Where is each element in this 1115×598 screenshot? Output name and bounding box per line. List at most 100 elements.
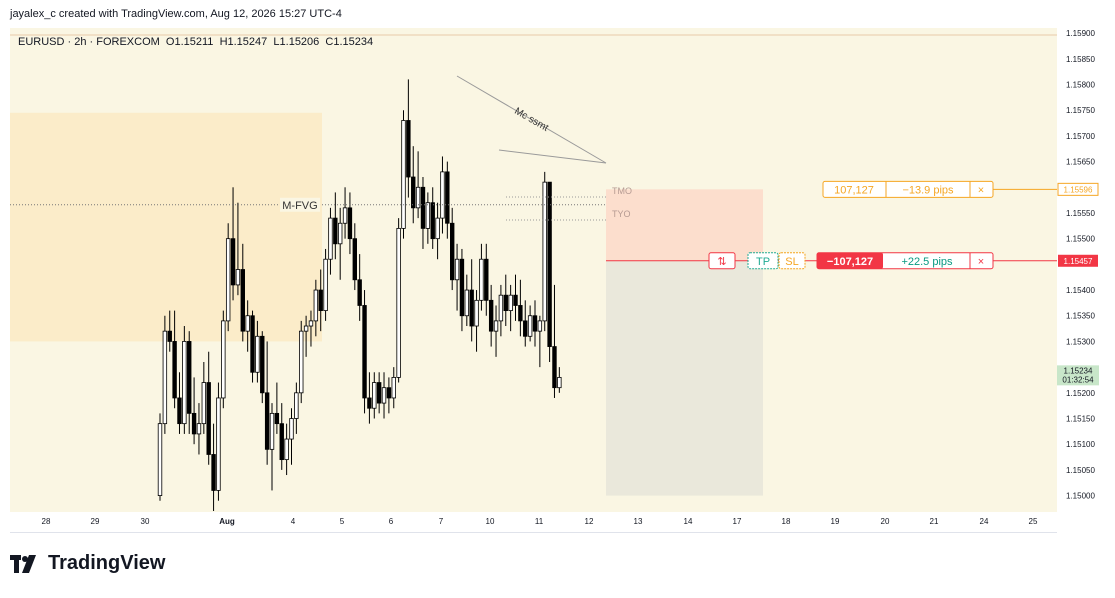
candle[interactable] xyxy=(474,290,479,352)
candle[interactable] xyxy=(440,156,445,234)
candle[interactable] xyxy=(411,146,416,224)
candle[interactable] xyxy=(294,382,299,434)
candle[interactable] xyxy=(430,187,435,249)
candle[interactable] xyxy=(513,274,518,321)
candle[interactable] xyxy=(469,259,474,342)
candle[interactable] xyxy=(435,202,440,260)
candle[interactable] xyxy=(401,110,406,239)
candle[interactable] xyxy=(206,351,211,465)
candle[interactable] xyxy=(518,279,523,337)
candle[interactable] xyxy=(221,310,226,409)
candle[interactable] xyxy=(342,187,348,239)
candle[interactable] xyxy=(381,372,387,419)
sl-button[interactable] xyxy=(778,252,806,270)
candle[interactable] xyxy=(464,274,470,327)
candle[interactable] xyxy=(250,310,255,383)
candle[interactable] xyxy=(216,382,221,501)
candle[interactable] xyxy=(459,248,465,332)
candle[interactable] xyxy=(367,372,372,424)
candle[interactable] xyxy=(162,315,168,434)
candle[interactable] xyxy=(167,310,172,352)
reverse-button[interactable] xyxy=(708,252,736,270)
candle[interactable] xyxy=(318,269,323,332)
candle[interactable] xyxy=(182,326,187,434)
tp-price-tag[interactable] xyxy=(1057,182,1099,196)
candle[interactable] xyxy=(484,243,489,316)
candle[interactable] xyxy=(357,254,362,321)
candle[interactable] xyxy=(187,331,192,434)
candle[interactable] xyxy=(347,192,353,255)
fvg-zone[interactable] xyxy=(10,112,322,342)
candle[interactable] xyxy=(240,243,245,342)
sl-close-icon[interactable]: × xyxy=(978,256,984,268)
candle[interactable] xyxy=(420,177,426,249)
candle[interactable] xyxy=(235,202,241,296)
candle[interactable] xyxy=(386,377,392,414)
candle[interactable] xyxy=(552,284,557,398)
candle[interactable] xyxy=(488,284,494,347)
candle[interactable] xyxy=(537,315,543,368)
candle[interactable] xyxy=(508,284,513,332)
candle[interactable] xyxy=(299,320,304,404)
symbol-name[interactable]: EURUSD · 2h · FOREXCOM xyxy=(18,36,160,48)
candle[interactable] xyxy=(425,192,431,244)
take-profit-zone[interactable] xyxy=(606,260,763,496)
candle[interactable] xyxy=(284,423,289,476)
candle[interactable] xyxy=(264,341,270,465)
candle[interactable] xyxy=(352,223,357,291)
tp-close-icon[interactable]: × xyxy=(978,184,984,196)
candle[interactable] xyxy=(498,284,504,337)
candle[interactable] xyxy=(527,305,533,342)
tp-button-label[interactable]: TP xyxy=(756,256,770,268)
candle[interactable] xyxy=(376,372,382,414)
sl-button-label[interactable]: SL xyxy=(785,256,798,268)
candle[interactable] xyxy=(557,367,562,393)
candle[interactable] xyxy=(532,300,538,347)
candle[interactable] xyxy=(269,403,275,491)
candle[interactable] xyxy=(323,248,328,321)
tradingview-logo[interactable]: TradingView xyxy=(10,552,165,575)
candle[interactable] xyxy=(274,382,280,434)
candle[interactable] xyxy=(230,187,236,301)
candle[interactable] xyxy=(308,310,314,347)
candle[interactable] xyxy=(313,279,319,337)
candle[interactable] xyxy=(289,408,294,465)
candle[interactable] xyxy=(547,181,552,362)
candle[interactable] xyxy=(196,403,202,455)
candle[interactable] xyxy=(260,331,265,404)
candle[interactable] xyxy=(157,413,163,501)
candle[interactable] xyxy=(303,315,309,357)
candle[interactable] xyxy=(172,310,177,409)
candle[interactable] xyxy=(279,403,284,470)
candle[interactable] xyxy=(201,361,207,434)
candle[interactable] xyxy=(415,151,421,219)
candle[interactable] xyxy=(391,367,396,409)
candle[interactable] xyxy=(523,300,528,347)
candle[interactable] xyxy=(362,290,367,414)
candle[interactable] xyxy=(191,377,197,445)
candle[interactable] xyxy=(211,423,216,511)
candle[interactable] xyxy=(449,207,455,291)
candle[interactable] xyxy=(328,207,333,275)
smt-trendline-lower[interactable] xyxy=(498,149,607,164)
sl-price-tag[interactable] xyxy=(1058,254,1098,267)
candle[interactable] xyxy=(454,243,460,311)
symbol-legend[interactable]: EURUSD · 2h · FOREXCOM O1.15211 H1.15247… xyxy=(18,36,373,48)
candle[interactable] xyxy=(493,305,499,357)
smt-trendline-upper[interactable] xyxy=(456,75,607,164)
candle[interactable] xyxy=(225,223,231,332)
candle[interactable] xyxy=(503,274,508,327)
candle[interactable] xyxy=(396,218,401,383)
tp-order-box[interactable]: 107,127 −13.9 pips × xyxy=(822,180,994,198)
candle[interactable] xyxy=(177,372,182,434)
last-price-tag[interactable] xyxy=(1057,365,1099,386)
candle[interactable] xyxy=(333,192,338,260)
tp-button[interactable] xyxy=(747,252,779,270)
sl-order-box[interactable]: −107,127 +22.5 pips × xyxy=(816,252,994,270)
candle[interactable] xyxy=(445,161,450,239)
candle[interactable] xyxy=(245,300,250,352)
reverse-icon[interactable]: ⇅ xyxy=(717,256,726,268)
candle[interactable] xyxy=(337,207,343,280)
